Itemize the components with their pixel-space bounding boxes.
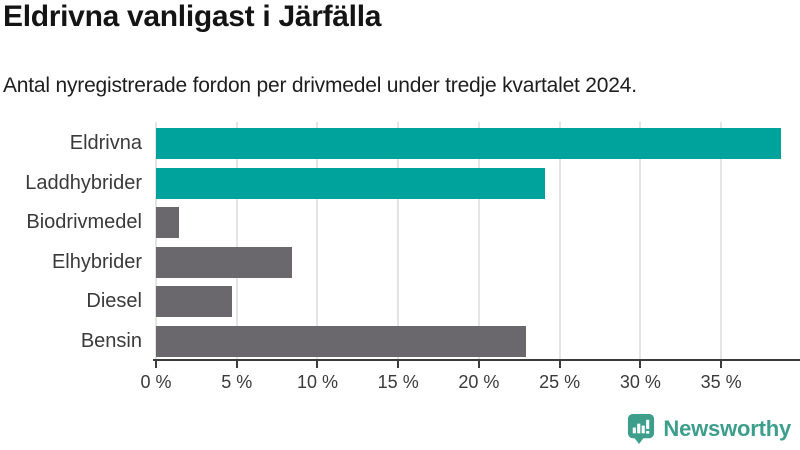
gridline-35 xyxy=(720,122,723,359)
x-tick-label: 30 % xyxy=(619,372,661,392)
x-tick-mark-10 xyxy=(316,361,319,368)
bar-eldrivna xyxy=(156,128,781,159)
x-tick-label: 35 % xyxy=(700,372,742,392)
gridline-15 xyxy=(397,122,400,359)
x-tick-mark-20 xyxy=(477,361,480,368)
x-tick-mark-25 xyxy=(558,361,561,368)
x-tick-mark-15 xyxy=(397,361,400,368)
x-tick-mark-5 xyxy=(235,361,238,368)
x-axis-line xyxy=(153,359,800,361)
brand-logo: Newsworthy xyxy=(625,412,791,445)
category-label: Eldrivna xyxy=(69,132,142,154)
brand-name: Newsworthy xyxy=(663,415,791,441)
category-label: Laddhybrider xyxy=(25,171,142,194)
category-label: Biodrivmedel xyxy=(26,211,142,234)
x-tick-label: 15 % xyxy=(377,372,419,392)
plot-area xyxy=(155,122,797,359)
x-tick-mark-35 xyxy=(720,361,723,368)
gridline-20 xyxy=(477,122,480,359)
x-tick-label: 5 % xyxy=(221,372,253,392)
x-tick-label: 0 % xyxy=(140,372,172,392)
x-tick-label: 20 % xyxy=(458,372,500,392)
x-tick-mark-30 xyxy=(639,361,642,368)
bar-biodrivmedel xyxy=(156,207,179,239)
x-tick-label: 10 % xyxy=(296,372,338,392)
x-tick-label: 25 % xyxy=(539,372,581,392)
category-label: Bensin xyxy=(80,330,142,352)
bar-bensin xyxy=(156,326,526,357)
gridline-10 xyxy=(316,122,319,359)
gridline-5 xyxy=(235,122,238,359)
chart-title: Eldrivna vanligast i Järfälla xyxy=(3,0,382,33)
gridline-30 xyxy=(639,122,642,359)
x-tick-mark-0 xyxy=(155,361,157,368)
category-label: Diesel xyxy=(86,290,142,313)
gridline-25 xyxy=(558,122,561,359)
gridline-0 xyxy=(155,122,157,359)
chart-subtitle: Antal nyregistrerade fordon per drivmede… xyxy=(3,74,637,97)
category-label: Elhybrider xyxy=(51,250,142,273)
bar-elhybrider xyxy=(156,246,292,278)
category-axis-labels: Eldrivna Laddhybrider Biodrivmedel Elhybrid… xyxy=(0,122,142,359)
bar-diesel xyxy=(156,286,232,318)
newsworthy-pin-barchart-icon xyxy=(628,413,655,444)
bar-laddhybrider xyxy=(156,167,546,199)
